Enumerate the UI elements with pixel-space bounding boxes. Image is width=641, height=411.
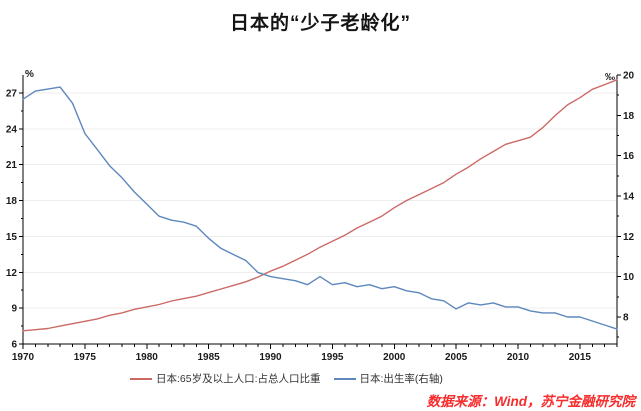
svg-text:2000: 2000 — [383, 352, 406, 363]
svg-text:15: 15 — [6, 232, 18, 243]
right-axis-ticks: 8 10 12 14 16 18 20 ‰ — [605, 71, 635, 338]
svg-text:12: 12 — [6, 268, 18, 279]
svg-text:8: 8 — [623, 312, 629, 323]
svg-text:1985: 1985 — [198, 352, 221, 363]
svg-text:16: 16 — [623, 151, 635, 162]
svg-text:27: 27 — [6, 88, 18, 99]
chart-title: 日本的“少子老龄化” — [229, 13, 411, 34]
x-axis-ticks: 1970 1975 1980 1985 1990 1995 2000 2005 2010 2015 — [12, 344, 618, 363]
source-note: 数据来源：Wind，苏宁金融研究院 — [426, 394, 635, 409]
legend-label-birthrate: 日本:出生率(右轴) — [359, 373, 443, 385]
legend-line-icon-65plus — [130, 377, 152, 380]
svg-text:1980: 1980 — [136, 352, 159, 363]
svg-text:12: 12 — [623, 232, 635, 243]
svg-text:18: 18 — [6, 196, 18, 207]
series-65plus-line — [22, 79, 618, 332]
svg-text:20: 20 — [623, 71, 635, 82]
svg-text:10: 10 — [623, 272, 635, 283]
svg-text:14: 14 — [623, 191, 635, 202]
svg-text:24: 24 — [6, 124, 18, 135]
gridlines — [23, 92, 617, 309]
left-axis-ticks: 6 9 12 15 18 21 24 27% — [6, 69, 34, 351]
legend-item-65plus: 日本:65岁及以上人口:占总人口比重 — [130, 371, 321, 386]
svg-text:9: 9 — [11, 304, 17, 315]
svg-text:%: % — [25, 69, 34, 80]
svg-text:2005: 2005 — [445, 352, 468, 363]
axes — [22, 75, 618, 345]
series-birthrate-line — [22, 86, 618, 330]
svg-text:1975: 1975 — [74, 352, 97, 363]
svg-text:2010: 2010 — [507, 352, 530, 363]
svg-text:18: 18 — [623, 111, 635, 122]
svg-text:6: 6 — [11, 340, 17, 351]
svg-text:21: 21 — [6, 160, 18, 171]
legend-label-65plus: 日本:65岁及以上人口:占总人口比重 — [156, 373, 321, 385]
svg-text:2015: 2015 — [569, 352, 592, 363]
svg-text:1970: 1970 — [12, 352, 35, 363]
legend: 日本:65岁及以上人口:占总人口比重 日本:出生率(右轴) — [130, 371, 443, 386]
svg-text:1995: 1995 — [321, 352, 344, 363]
svg-text:‰: ‰ — [605, 72, 615, 83]
legend-line-icon-birthrate — [333, 377, 356, 380]
legend-item-birthrate: 日本:出生率(右轴) — [333, 371, 443, 386]
svg-text:1990: 1990 — [259, 352, 282, 363]
